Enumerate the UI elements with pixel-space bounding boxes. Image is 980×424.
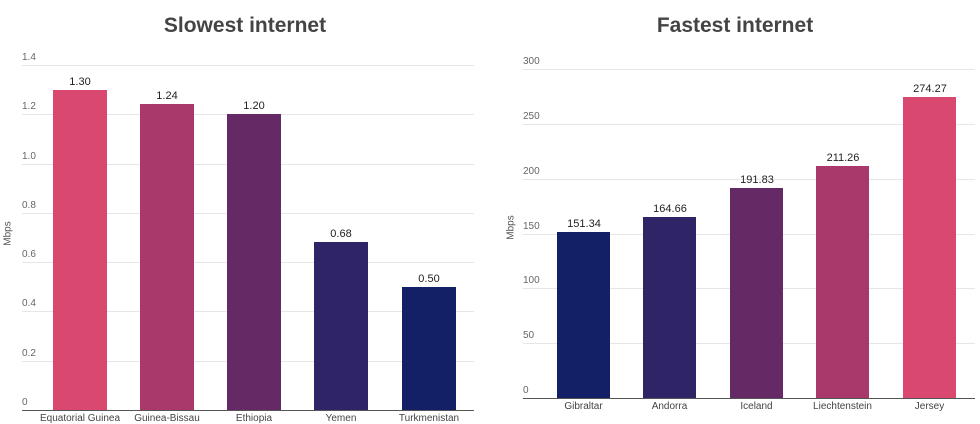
y-tick-label: 0.4 [22, 298, 36, 309]
y-tick-label: 0 [22, 397, 28, 408]
x-tick-label: Jersey [875, 401, 980, 412]
gridline [523, 69, 975, 70]
bar [557, 232, 610, 398]
fastest-internet-chart: Fastest internet Mbps 0 50 100 150 200 250 300… [490, 0, 980, 423]
y-tick-label: 300 [523, 56, 540, 67]
chart-title: Slowest internet [0, 14, 490, 38]
bar [140, 104, 194, 410]
y-tick-label: 1.0 [22, 151, 36, 162]
chart-title: Fastest internet [490, 14, 980, 38]
y-tick-label: 150 [523, 221, 540, 232]
x-tick-label: Turkmenistan [374, 413, 484, 424]
y-tick-label: 50 [523, 330, 534, 341]
bar [53, 90, 107, 410]
bar [816, 166, 869, 398]
bar-value-label: 1.24 [127, 90, 207, 102]
bar [227, 114, 281, 410]
y-tick-label: 1.2 [22, 101, 36, 112]
bar-value-label: 274.27 [890, 83, 970, 95]
bar [402, 287, 456, 410]
bar [903, 97, 956, 398]
y-tick-label: 0.8 [22, 200, 36, 211]
bar-value-label: 164.66 [630, 203, 710, 215]
y-axis-title: Mbps [506, 215, 517, 239]
bar-value-label: 0.50 [389, 273, 469, 285]
y-tick-label: 0 [523, 385, 529, 396]
bar [730, 188, 783, 398]
bar-value-label: 0.68 [301, 228, 381, 240]
y-tick-label: 200 [523, 166, 540, 177]
bar-value-label: 211.26 [803, 152, 883, 164]
y-tick-label: 0.6 [22, 249, 36, 260]
bar [643, 217, 696, 398]
bar-value-label: 151.34 [544, 218, 624, 230]
y-axis-title: Mbps [3, 221, 14, 245]
y-tick-label: 0.2 [22, 348, 36, 359]
y-tick-label: 1.4 [22, 52, 36, 63]
x-axis-line [523, 398, 975, 399]
gridline [22, 65, 474, 66]
y-tick-label: 250 [523, 111, 540, 122]
slowest-internet-chart: Slowest internet Mbps 0 0.2 0.4 0.6 0.8 1.0 1.… [0, 0, 490, 423]
bar-value-label: 191.83 [717, 174, 797, 186]
bar-value-label: 1.20 [214, 100, 294, 112]
x-axis-line [22, 410, 474, 411]
y-tick-label: 100 [523, 275, 540, 286]
bar-value-label: 1.30 [40, 76, 120, 88]
bar [314, 242, 368, 410]
